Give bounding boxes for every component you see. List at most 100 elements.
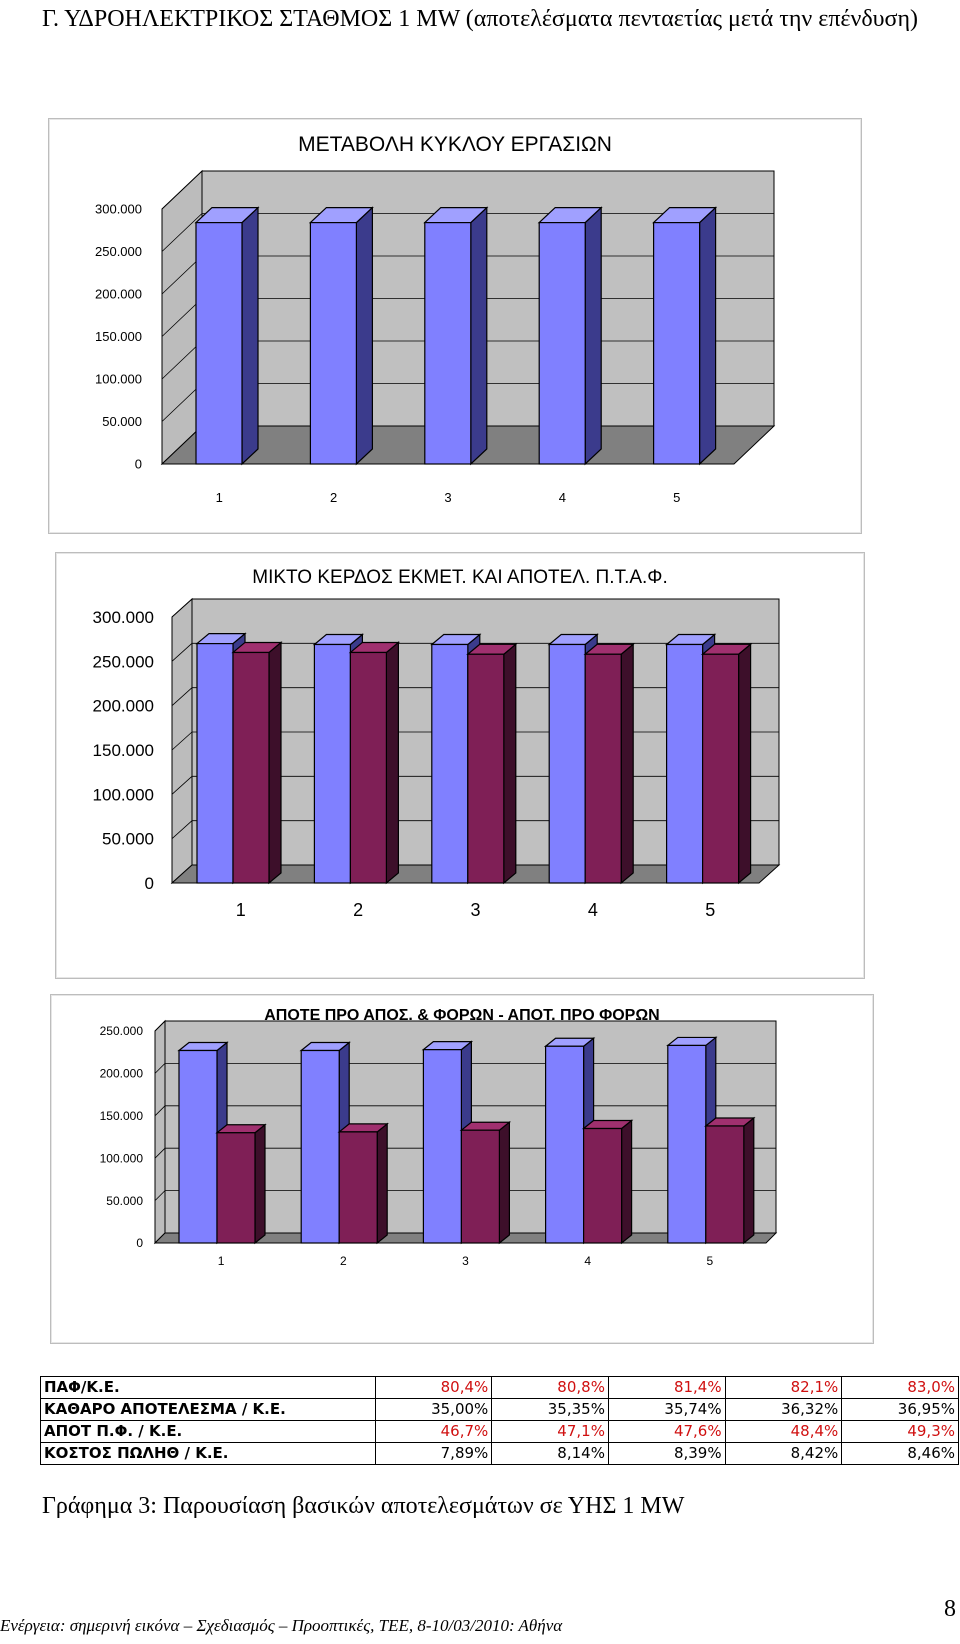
bar-front xyxy=(431,643,469,884)
bar-front xyxy=(667,1044,707,1244)
x-tick-label: 1 xyxy=(236,900,246,920)
bar-series2-cat3 xyxy=(459,1120,512,1245)
bar-side xyxy=(355,206,373,466)
y-tick-label: 250.000 xyxy=(100,1024,144,1038)
bar-front xyxy=(178,1049,218,1244)
bar-front xyxy=(313,643,351,884)
bar-series2-cat5 xyxy=(700,642,753,885)
table-cell: 83,0% xyxy=(841,1376,959,1399)
bar-front xyxy=(338,1131,378,1244)
bar-front xyxy=(309,221,357,465)
bar-side xyxy=(268,641,282,885)
y-tick-label: 150.000 xyxy=(95,329,142,344)
bar-side xyxy=(470,206,488,466)
bar-side xyxy=(698,206,717,466)
bar-front xyxy=(582,1127,623,1244)
x-tick-label: 1 xyxy=(216,490,223,505)
bar-side xyxy=(620,1119,633,1245)
y-tick-label: 300.000 xyxy=(93,608,154,627)
y-tick-label: 200.000 xyxy=(100,1067,144,1081)
x-tick-label: 5 xyxy=(673,490,680,505)
bar-series2-cat5 xyxy=(704,1116,756,1245)
y-tick-label: 150.000 xyxy=(100,1109,144,1123)
figure-caption: Γράφημα 3: Παρουσίαση βασικών αποτελεσμά… xyxy=(42,1493,685,1519)
bar-series1-cat4 xyxy=(537,206,603,466)
x-tick-label: 5 xyxy=(707,1254,714,1268)
y-tick-label: 0 xyxy=(145,874,154,893)
chart-pretax-results: ΑΠΟΤΕ ΠΡΟ ΑΠΟΣ. & ΦΟΡΩΝ - ΑΠΟΤ. ΠΡΟ ΦΟΡΩ… xyxy=(50,994,874,1344)
y-tick-label: 100.000 xyxy=(95,372,142,387)
x-tick-label: 4 xyxy=(584,1254,591,1268)
bar-series2-cat2 xyxy=(337,1122,389,1245)
bar-series1-cat2 xyxy=(308,206,374,466)
chart-turnover: ΜΕΤΑΒΟΛΗ ΚΥΚΛΟΥ ΕΡΓΑΣΙΩΝ 0 50.000 100.000 1… xyxy=(48,118,862,534)
bar-front xyxy=(424,221,472,465)
bar-series2-cat4 xyxy=(581,1119,634,1245)
y-tick-label: 200.000 xyxy=(93,697,154,716)
x-tick-label: 3 xyxy=(462,1254,469,1268)
bar-side xyxy=(254,1123,266,1245)
table-cell: 80,8% xyxy=(491,1376,609,1399)
bar-front xyxy=(705,1125,745,1244)
chart-gross-profit: ΜΙΚΤΟ ΚΕΡΔΟΣ ΕΚΜΕΤ. ΚΑΙ ΑΠΟΤΕΛ. Π.Τ.Α.Φ.… xyxy=(55,552,865,979)
bar-side xyxy=(503,642,517,885)
y-tick-label: 50.000 xyxy=(102,414,142,429)
chart-pretax-results-plot: 0 50.000 100.000 150.000 200.000 250.000 1 2 3 4 5 xyxy=(100,1019,778,1268)
gridline xyxy=(161,170,774,210)
bar-series1-cat5 xyxy=(652,206,718,466)
chart-title: ΑΠΟΤΕ ΠΡΟ ΑΠΟΣ. & ΦΟΡΩΝ - ΑΠΟΤ. ΠΡΟ ΦΟΡΩ… xyxy=(264,1007,660,1024)
bar-front xyxy=(652,221,701,465)
row-label: ΚΟΣΤΟΣ ΠΩΛΗΘ / Κ.Ε. xyxy=(40,1442,376,1465)
metrics-table: ΠΑΦ/Κ.Ε. 80,4% 80,8% 81,4% 82,1% 83,0% ΚΑΘΑΡΟ … xyxy=(40,1376,959,1465)
bar-front xyxy=(548,643,586,884)
chart-title: ΜΕΤΑΒΟΛΗ ΚΥΚΛΟΥ ΕΡΓΑΣΙΩΝ xyxy=(298,133,612,156)
table-cell: 35,00% xyxy=(374,1398,493,1421)
x-tick-label: 4 xyxy=(588,900,598,920)
bar-front xyxy=(665,643,704,884)
gridline xyxy=(154,1020,776,1032)
bar-side xyxy=(743,1116,755,1245)
bar-series2-cat3 xyxy=(466,642,518,885)
table-cell: 81,4% xyxy=(607,1376,726,1399)
bar-front xyxy=(545,1045,585,1244)
bar-side xyxy=(620,642,634,885)
chart-gross-profit-plot: 0 50.000 100.000 150.000 200.000 250.000 300.0… xyxy=(93,597,781,920)
row-label: ΠΑΦ/Κ.Ε. xyxy=(40,1376,376,1399)
y-tick-label: 300.000 xyxy=(95,202,142,217)
y-tick-label: 0 xyxy=(135,457,142,472)
chart-turnover-plot: 0 50.000 100.000 150.000 200.000 250.000 300.0… xyxy=(95,169,776,505)
bar-front xyxy=(701,653,740,884)
bar-series2-cat2 xyxy=(348,641,401,885)
row-label: ΑΠΟΤ Π.Φ. / Κ.Ε. xyxy=(40,1420,376,1443)
bar-series2-cat1 xyxy=(215,1123,267,1245)
gridline xyxy=(171,598,779,618)
table-cell: 47,6% xyxy=(607,1420,726,1443)
y-tick-label: 100.000 xyxy=(93,785,154,804)
table-cell: 46,7% xyxy=(374,1420,493,1443)
bar-side xyxy=(241,206,259,466)
bar-front xyxy=(467,653,505,884)
table-row: ΠΑΦ/Κ.Ε. 80,4% 80,8% 81,4% 82,1% 83,0% xyxy=(40,1376,959,1399)
table-cell: 36,95% xyxy=(841,1398,959,1421)
bar-front xyxy=(460,1129,500,1244)
table-cell: 8,14% xyxy=(491,1442,609,1465)
table-cell: 8,42% xyxy=(724,1442,843,1465)
bar-side xyxy=(737,642,752,885)
y-tick-label: 250.000 xyxy=(95,244,142,259)
bar-series2-cat1 xyxy=(231,641,283,885)
bar-side xyxy=(376,1122,388,1245)
plot-side-wall xyxy=(154,1019,166,1245)
table-cell: 82,1% xyxy=(724,1376,843,1399)
bar-series2-cat4 xyxy=(583,642,635,885)
table-row: ΑΠΟΤ Π.Φ. / Κ.Ε. 46,7% 47,1% 47,6% 48,4% 49,3… xyxy=(40,1420,959,1443)
bar-front xyxy=(422,1049,462,1244)
bar-front xyxy=(349,651,387,884)
bar-front xyxy=(584,653,622,884)
table-cell: 49,3% xyxy=(841,1420,959,1443)
bar-front xyxy=(196,642,234,884)
x-tick-label: 2 xyxy=(330,490,337,505)
page-heading: Γ. ΥΔΡΟΗΛΕΚΤΡΙΚΟΣ ΣΤΑΘΜΟΣ 1 MW (αποτελέσ… xyxy=(42,6,919,32)
x-tick-label: 3 xyxy=(444,490,451,505)
bar-side xyxy=(498,1120,510,1245)
bar-series1-cat3 xyxy=(423,206,489,466)
